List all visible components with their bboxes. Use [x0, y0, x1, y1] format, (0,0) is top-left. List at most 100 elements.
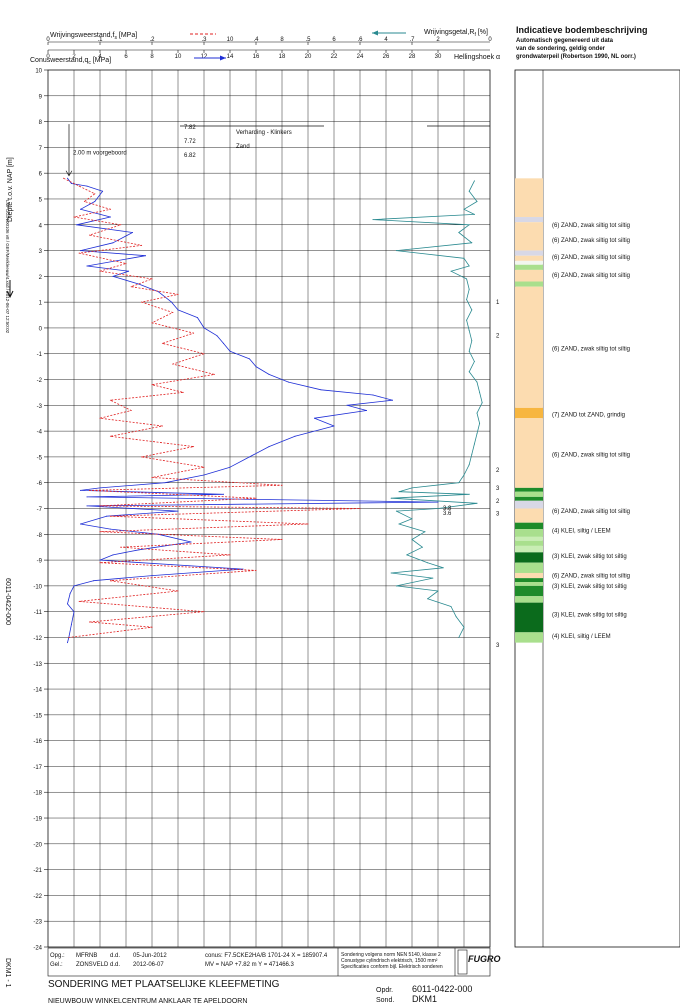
- fs-data-point: [120, 224, 122, 226]
- rf-data-point: [468, 371, 470, 373]
- fs-data-point: [99, 417, 101, 419]
- qc-data-point: [268, 373, 270, 375]
- level-value: 6.82: [184, 153, 196, 159]
- rf-data-point: [476, 502, 478, 504]
- fs-data-point: [94, 193, 96, 195]
- rf-data-point: [473, 443, 475, 445]
- qc-data-point: [132, 232, 133, 233]
- fs-tick-label: .2: [149, 37, 155, 43]
- soil-layer-label: (4) KLEI, siltig / LEEM: [552, 528, 611, 534]
- y-tick-label: 6: [39, 172, 43, 178]
- y-tick-label: -12: [33, 636, 42, 642]
- fs-data-point: [151, 322, 153, 324]
- rf-data-point: [427, 598, 429, 600]
- soil-layer: [515, 178, 543, 218]
- soil-layer: [515, 529, 543, 537]
- qc-data-point: [294, 435, 296, 437]
- rf-data-point: [442, 567, 444, 569]
- y-tick-label: -16: [33, 739, 42, 745]
- rf-series-line: [372, 180, 483, 638]
- qc-tick-label: 30: [435, 54, 442, 60]
- rf-data-point: [432, 577, 434, 579]
- qc-data-point: [255, 366, 257, 368]
- qc-data-point: [158, 291, 159, 293]
- soil-layer: [515, 418, 543, 488]
- fs-data-point: [99, 505, 101, 507]
- grid: [44, 41, 491, 948]
- soil-panel-title: Indicatieve bodembeschrijving: [516, 25, 648, 35]
- fs-data-point: [193, 446, 195, 448]
- qc-data-point: [268, 446, 270, 448]
- y-tick-label: -14: [33, 688, 42, 694]
- rf-data-point: [468, 288, 470, 290]
- soil-layer: [515, 487, 543, 492]
- rf-tick-label: 2: [436, 37, 440, 43]
- qc-data-point: [112, 242, 114, 244]
- qc-data-point: [99, 487, 101, 489]
- inclination-tick: 1: [496, 300, 500, 306]
- fs-data-point: [99, 531, 101, 533]
- fs-data-point: [203, 353, 205, 355]
- y-tick-label: -21: [33, 868, 42, 874]
- qc-data-point: [99, 559, 101, 561]
- y-tick-label: -20: [33, 842, 42, 848]
- depth-axis-label: Diepte t.o.v. NAP [m]: [7, 157, 14, 222]
- qc-data-point: [249, 358, 250, 360]
- fs-data-point: [203, 611, 205, 613]
- fs-data-point: [109, 399, 111, 401]
- y-tick-label: -8: [37, 533, 43, 539]
- qc-data-point: [223, 342, 224, 344]
- fs-data-point: [78, 185, 80, 187]
- y-tick-label: -1: [37, 352, 43, 358]
- rf-legend-arrow: [372, 30, 378, 36]
- qc-tick-label: 0: [46, 54, 50, 60]
- rf-data-point: [398, 491, 400, 493]
- soil-panel-subtitle-3: grondwaterpeil (Robertson 1990, NL oorr.…: [516, 54, 636, 60]
- soil-layer: [515, 632, 543, 643]
- fs-data-point: [68, 637, 70, 638]
- qc-data-point: [80, 523, 81, 525]
- rf-tick-label: 0: [488, 37, 492, 43]
- soil-layer: [515, 596, 543, 603]
- soil-layer: [515, 491, 543, 497]
- qc-tick-label: 22: [331, 54, 338, 60]
- fs-data-point: [78, 252, 80, 254]
- soil-layer-label: (6) ZAND, zwak siltig tot siltig: [552, 509, 630, 515]
- soil-layer: [515, 286, 543, 408]
- qc-data-point: [112, 275, 114, 277]
- qc-data-point: [366, 410, 367, 411]
- y-tick-label: 4: [39, 223, 43, 229]
- rf-data-point: [395, 585, 397, 587]
- qc-data-point: [249, 456, 250, 458]
- qc-data-point: [70, 183, 72, 184]
- y-tick-label: -19: [33, 817, 42, 823]
- qc-data-point: [223, 493, 224, 495]
- rf-data-point: [463, 208, 465, 210]
- gel-value: ZONSVELD: [76, 962, 109, 968]
- y-tick-label: 2: [39, 275, 43, 281]
- y-tick-label: 0: [39, 326, 43, 332]
- y-tick-label: -10: [33, 584, 42, 590]
- rf-data-point: [411, 518, 413, 520]
- soil-layer-label: (6) ZAND, zwak siltig tot siltig: [552, 255, 630, 261]
- soil-layer: [515, 552, 543, 563]
- rf-data-point: [479, 391, 481, 393]
- qc-legend-arrow: [220, 55, 226, 61]
- qc-data-point: [86, 496, 88, 498]
- soil-layer: [515, 500, 543, 509]
- rf-data-point: [455, 616, 457, 618]
- qc-data-point: [177, 510, 179, 512]
- qc-tick-label: 20: [305, 54, 312, 60]
- soil-layer-label: (3) KLEI, zwak siltig tot siltig: [552, 612, 627, 618]
- qc-data-point: [138, 549, 140, 551]
- fs-data-point: [109, 208, 111, 210]
- qc-data-point: [392, 399, 393, 401]
- rf-tick-label: 6: [332, 37, 336, 43]
- rf-data-point: [468, 493, 470, 495]
- rf-data-point: [406, 554, 408, 556]
- opdr-label: Opdr.: [376, 987, 393, 994]
- rf-data-point: [468, 265, 470, 267]
- soil-layer: [515, 508, 543, 523]
- qc-data-point: [320, 389, 322, 391]
- sond-label: Sond.: [376, 997, 394, 1004]
